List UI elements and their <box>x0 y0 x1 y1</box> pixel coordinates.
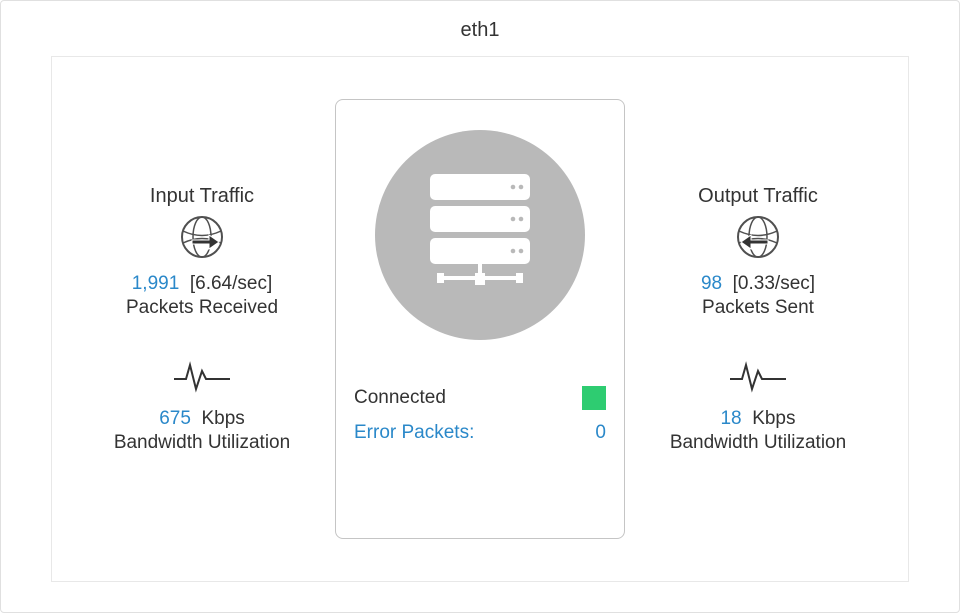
output-bandwidth-value: 18 <box>720 408 741 429</box>
output-bandwidth-value-line: 18 Kbps <box>720 408 795 430</box>
error-packets-label[interactable]: Error Packets: <box>354 422 474 444</box>
output-packets-value-line: 98 [0.33/sec] <box>701 273 815 295</box>
globe-arrow-right-icon <box>179 214 225 265</box>
globe-arrow-left-icon <box>735 214 781 265</box>
interface-title: eth1 <box>1 1 959 56</box>
input-packets-count: 1,991 <box>132 273 180 294</box>
input-packets-label: Packets Received <box>126 297 278 319</box>
error-packets-value: 0 <box>595 422 606 444</box>
status-indicator-icon <box>582 386 606 410</box>
input-bandwidth-block: 675 Kbps Bandwidth Utilization <box>114 357 290 454</box>
server-icon <box>375 130 585 340</box>
input-packets-block: Input Traffic 1,991 [6.64/sec] Packets R… <box>126 185 278 319</box>
interface-panel: eth1 Input Traffic 1,991 [6.64/sec] <box>0 0 960 613</box>
output-traffic-column: Output Traffic 98 [0.33/sec] Packets Sen… <box>638 185 878 454</box>
input-packets-value-line: 1,991 [6.64/sec] <box>132 273 273 295</box>
input-bandwidth-value-line: 675 Kbps <box>159 408 245 430</box>
output-packets-block: Output Traffic 98 [0.33/sec] Packets Sen… <box>698 185 818 319</box>
connection-status-label: Connected <box>354 387 446 409</box>
output-traffic-heading: Output Traffic <box>698 185 818 208</box>
output-bandwidth-unit: Kbps <box>752 408 795 429</box>
input-traffic-column: Input Traffic 1,991 [6.64/sec] Packets R… <box>82 185 322 454</box>
interface-body: Input Traffic 1,991 [6.64/sec] Packets R… <box>51 56 909 582</box>
input-traffic-heading: Input Traffic <box>150 185 254 208</box>
connection-status-row: Connected <box>354 380 606 416</box>
output-bandwidth-label: Bandwidth Utilization <box>670 432 846 454</box>
input-bandwidth-unit: Kbps <box>201 408 244 429</box>
output-packets-label: Packets Sent <box>702 297 814 319</box>
output-packets-rate: [0.33/sec] <box>733 273 815 294</box>
device-status-card: Connected Error Packets: 0 <box>335 99 625 539</box>
input-bandwidth-value: 675 <box>159 408 191 429</box>
pulse-icon <box>728 357 788 400</box>
output-packets-count: 98 <box>701 273 722 294</box>
input-packets-rate: [6.64/sec] <box>190 273 272 294</box>
input-bandwidth-label: Bandwidth Utilization <box>114 432 290 454</box>
output-bandwidth-block: 18 Kbps Bandwidth Utilization <box>670 357 846 454</box>
pulse-icon <box>172 357 232 400</box>
error-packets-row[interactable]: Error Packets: 0 <box>354 416 606 450</box>
